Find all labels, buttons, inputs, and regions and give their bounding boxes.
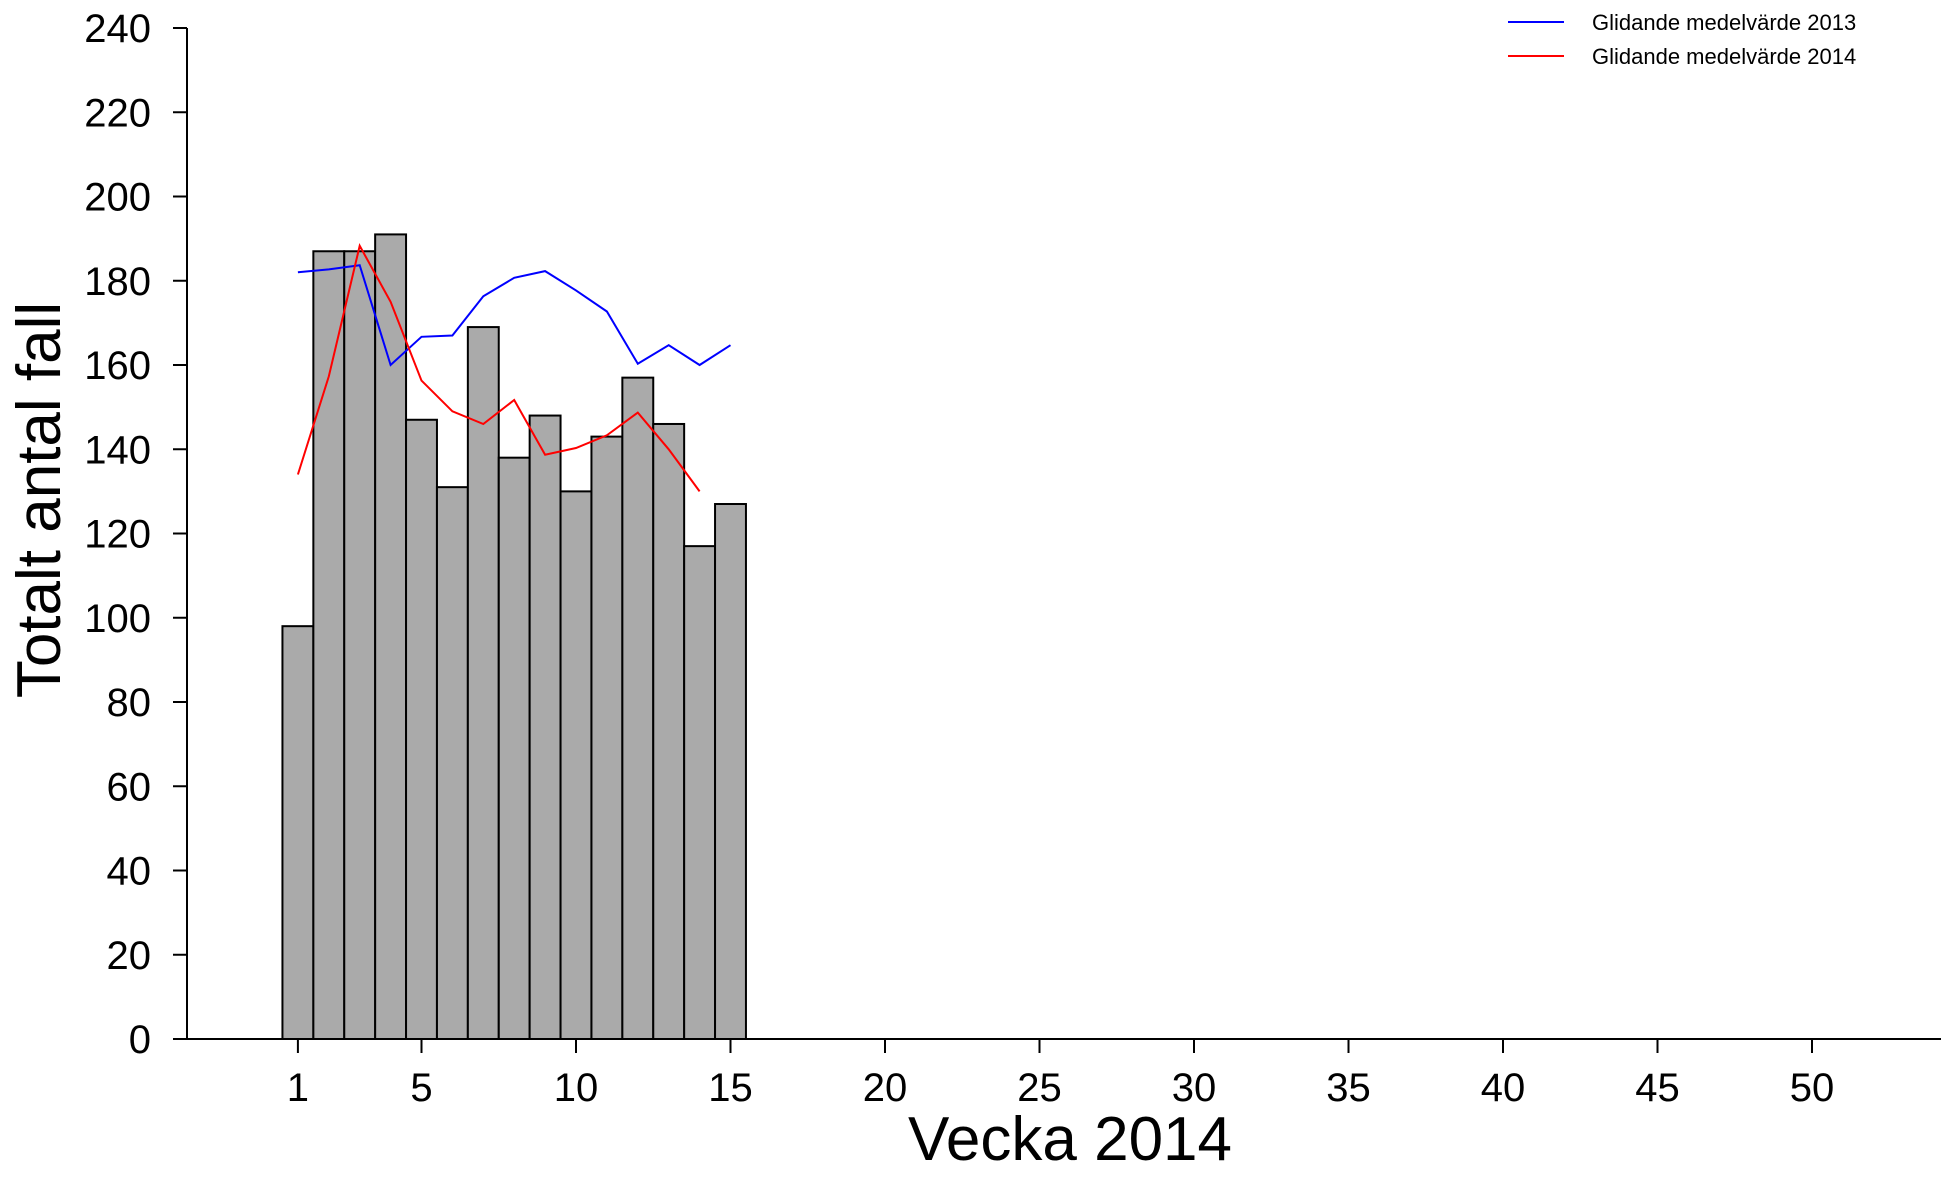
- y-tick-label: 0: [129, 1018, 151, 1062]
- bar-week-15: [714, 503, 747, 1040]
- x-tick-label: 45: [1635, 1066, 1680, 1110]
- y-tick-label: 160: [84, 344, 151, 388]
- legend-label-2: Glidande medelvärde 2014: [1592, 44, 1856, 69]
- legend: Glidande medelvärde 2013 Glidande medelvä…: [1508, 10, 1856, 69]
- bar-week-5: [405, 418, 438, 1040]
- y-axis: 0 20 40 60 80 100 120 140 160 180 200 220 240: [84, 7, 188, 1062]
- moving-average-lines: [296, 243, 732, 492]
- x-axis-title: Vecka 2014: [908, 1105, 1232, 1174]
- y-tick-label: 100: [84, 597, 151, 641]
- x-tick-label: 1: [287, 1066, 309, 1110]
- legend-label-1: Glidande medelvärde 2013: [1592, 10, 1856, 35]
- x-tick-label: 10: [554, 1066, 599, 1110]
- y-tick-label: 60: [107, 765, 152, 809]
- x-tick-label: 30: [1172, 1066, 1217, 1110]
- bar-week-9: [528, 414, 562, 1040]
- y-tick-label: 220: [84, 91, 151, 135]
- x-tick-label: 25: [1017, 1066, 1062, 1110]
- x-tick-label: 40: [1481, 1066, 1526, 1110]
- bar-week-12: [621, 376, 655, 1040]
- x-tick-label: 20: [863, 1066, 908, 1110]
- series-line-1: [297, 264, 732, 367]
- x-tick-label: 35: [1326, 1066, 1371, 1110]
- bar-week-10: [559, 490, 593, 1040]
- y-tick-label: 20: [107, 934, 152, 978]
- bar-week-8: [497, 456, 531, 1040]
- y-axis-title: Totalt antal fall: [5, 302, 74, 698]
- bar-week-1: [281, 625, 315, 1040]
- y-tick-label: 200: [84, 176, 151, 220]
- x-tick-label: 5: [410, 1066, 432, 1110]
- y-tick-label: 40: [107, 850, 152, 894]
- bar-week-6: [435, 486, 469, 1041]
- bar-week-14: [683, 545, 717, 1040]
- y-tick-label: 240: [84, 7, 151, 51]
- y-tick-label: 120: [84, 513, 151, 557]
- bar-week-4: [374, 233, 408, 1041]
- bar-week-2: [312, 250, 346, 1040]
- y-tick-label: 140: [84, 428, 151, 472]
- bar-week-3: [343, 250, 377, 1040]
- series-line-2: [296, 243, 701, 492]
- x-tick-label: 15: [708, 1066, 753, 1110]
- y-tick-label: 80: [107, 681, 152, 725]
- x-axis: 1 5 10 15 20 25 30 35 40 45 50: [187, 1038, 1941, 1110]
- bar-week-7: [466, 326, 500, 1040]
- bar-week-11: [590, 435, 624, 1040]
- y-tick-label: 180: [84, 260, 151, 304]
- bar-week-13: [652, 422, 686, 1041]
- bars-layer: [281, 233, 747, 1041]
- x-tick-label: 50: [1790, 1066, 1835, 1110]
